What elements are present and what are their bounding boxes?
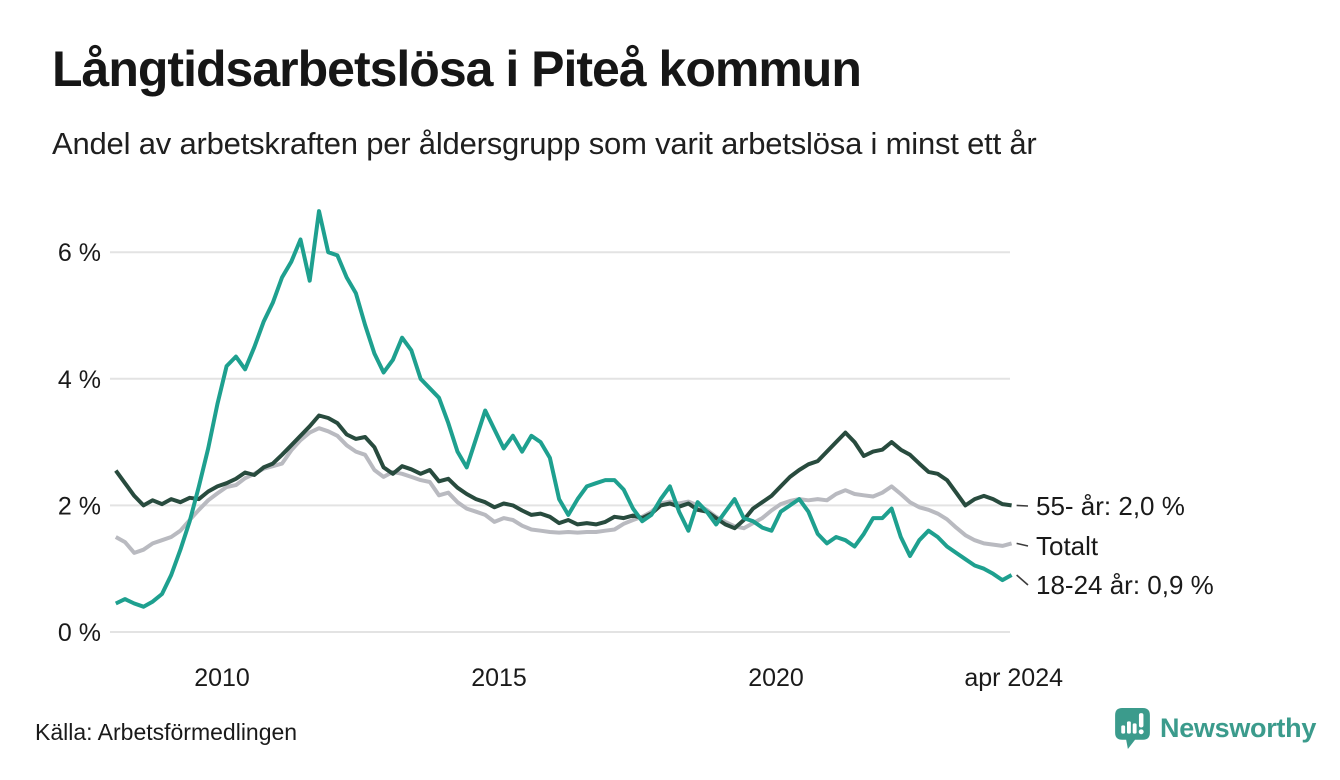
x-axis-tick-label: apr 2024 — [964, 664, 1063, 692]
x-axis-tick-label: 2010 — [194, 664, 250, 692]
series-line-totalt — [114, 426, 1013, 555]
x-axis-tick-label: 2015 — [471, 664, 527, 692]
series-end-label-18-24-ar: 18-24 år: 0,9 % — [1036, 570, 1214, 600]
legend-connector — [1016, 574, 1029, 586]
y-axis-tick-label: 4 % — [58, 366, 101, 394]
series-line-18-24-r — [114, 209, 1013, 609]
source-text: Källa: Arbetsförmedlingen — [35, 719, 298, 745]
legend-connector — [1016, 542, 1029, 547]
series-end-label-totalt: Totalt — [1036, 531, 1099, 561]
y-axis-tick-label: 6 % — [58, 239, 101, 267]
series-end-label-55-ar: 55- år: 2,0 % — [1036, 491, 1185, 521]
newsworthy-logo-icon — [1115, 707, 1150, 749]
y-axis-tick-label: 2 % — [58, 492, 101, 520]
y-axis-tick-label: 0 % — [58, 619, 101, 647]
chart-subtitle: Andel av arbetskraften per åldersgrupp s… — [52, 126, 1037, 161]
x-axis-tick-label: 2020 — [748, 664, 804, 692]
legend-connector — [1016, 504, 1029, 507]
newsworthy-logo: Newsworthy — [1112, 705, 1316, 751]
chart-title: Långtidsarbetslösa i Piteå kommun — [52, 41, 862, 97]
newsworthy-brand-text: Newsworthy — [1160, 712, 1317, 743]
series-line-55-r — [114, 413, 1012, 531]
